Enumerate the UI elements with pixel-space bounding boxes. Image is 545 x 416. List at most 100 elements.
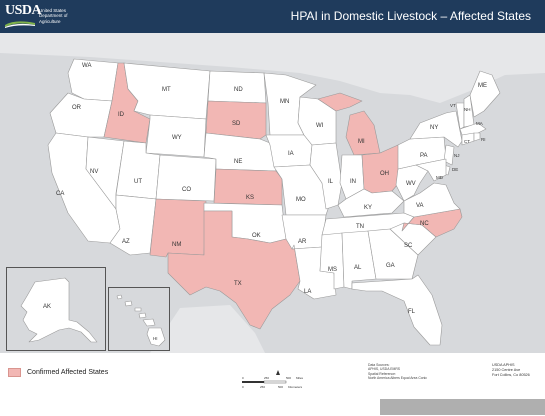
label-NC: NC — [420, 221, 429, 227]
state-WY — [145, 114, 207, 158]
label-HI: HI — [153, 336, 158, 341]
state-SD — [205, 100, 267, 140]
label-OK: OK — [252, 233, 261, 239]
state-TX — [167, 210, 301, 330]
label-ID: ID — [118, 112, 125, 118]
label-NJ: NJ — [454, 153, 460, 158]
label-MA: MA — [476, 121, 483, 126]
label-IL: IL — [328, 179, 334, 185]
scale-bar-svg: 0 250 500 Miles 0 250 500 Kilometers — [242, 370, 304, 389]
state-MA — [459, 122, 487, 136]
label-VT: VT — [450, 103, 456, 108]
scale-units-bottom: Kilometers — [288, 385, 303, 389]
label-PA: PA — [420, 153, 428, 159]
north-arrow-icon — [276, 370, 280, 375]
label-WI: WI — [316, 123, 324, 129]
data-credits: Data Sources: APHIS, USDA EMRS Spatial R… — [368, 363, 473, 380]
credit-line: Spatial Reference: — [368, 371, 396, 376]
label-SC: SC — [404, 243, 413, 249]
state-VA — [403, 182, 461, 218]
label-LA: LA — [304, 289, 311, 295]
label-NH: NH — [464, 107, 471, 112]
agency-address: USDA APHIS 2150 Centre Ave Fort Collins,… — [492, 363, 544, 377]
label-FL: FL — [408, 309, 416, 315]
label-VA: VA — [416, 203, 424, 209]
logo-subtitle-line: United States — [39, 7, 67, 13]
scale-tick-bottom-0: 0 — [242, 385, 244, 389]
scale-units-top: Miles — [296, 376, 304, 380]
logo-subtitle-line: Department of — [39, 13, 68, 19]
state-WA — [67, 58, 119, 102]
label-MD: MD — [436, 175, 444, 180]
scale-bar: 0 250 500 Miles 0 250 500 Kilometers — [238, 370, 318, 394]
scale-tick-top-0: 0 — [242, 376, 244, 380]
scale-tick-bottom-2: 500 — [278, 385, 283, 389]
label-SD: SD — [232, 121, 241, 127]
label-MI: MI — [358, 139, 365, 145]
legend: Confirmed Affected States — [8, 368, 108, 377]
label-ME: ME — [478, 83, 487, 89]
state-KS — [213, 168, 283, 206]
label-AK: AK — [43, 304, 51, 310]
credit-line: Data Sources: — [368, 363, 390, 367]
label-IA: IA — [288, 151, 294, 157]
label-NE: NE — [234, 159, 242, 165]
state-HI — [116, 294, 166, 347]
state-IL — [309, 142, 343, 210]
scale-segment — [263, 380, 287, 384]
address-line: Fort Collins, Co 80526 — [492, 372, 530, 377]
credit-line: North America Albers Equal Area Conic — [368, 375, 427, 380]
label-AR: AR — [298, 239, 307, 245]
credit-line: APHIS, USDA EMRS — [368, 367, 401, 372]
hawaii-inset: HI — [108, 287, 170, 351]
scale-tick-bottom-1: 250 — [260, 385, 265, 389]
label-CO: CO — [182, 187, 191, 193]
state-MD — [415, 158, 447, 182]
label-AZ: AZ — [122, 239, 130, 245]
us-map: WA OR CA ID NV MT WY UT AZ CO NM ND SD N… — [0, 33, 545, 353]
usda-logo-subtitle: United States Department of Agriculture — [39, 8, 79, 24]
label-DE: DE — [452, 167, 458, 172]
address-line: 2150 Centre Ave — [492, 367, 521, 372]
label-GA: GA — [386, 263, 395, 269]
label-NY: NY — [430, 125, 438, 131]
map-title: HPAI in Domestic Livestock – Affected St… — [290, 9, 531, 23]
state-RI — [473, 132, 481, 142]
legend-swatch — [8, 368, 21, 377]
scale-segment — [242, 381, 264, 383]
state-NJ — [443, 144, 455, 166]
usda-logo: USDA United States Department of Agricul… — [5, 4, 79, 28]
alaska-svg: AK — [20, 277, 98, 343]
us-states-svg: WA OR CA ID NV MT WY UT AZ CO NM ND SD N… — [0, 33, 545, 353]
label-NM: NM — [172, 242, 181, 248]
label-WV: WV — [406, 181, 416, 187]
state-ME — [469, 70, 501, 118]
header-bar: USDA United States Department of Agricul… — [0, 0, 545, 33]
state-OR — [49, 92, 113, 138]
canada-land — [0, 33, 545, 103]
label-MN: MN — [280, 99, 289, 105]
label-MO: MO — [296, 197, 306, 203]
label-TX: TX — [234, 281, 242, 287]
state-FL — [351, 274, 443, 346]
label-OH: OH — [380, 171, 389, 177]
state-AK — [20, 277, 98, 343]
label-CA: CA — [56, 191, 64, 197]
label-KS: KS — [246, 195, 254, 201]
state-NY — [409, 110, 463, 148]
label-ND: ND — [234, 87, 243, 93]
label-TN: TN — [356, 224, 364, 230]
footer: Confirmed Affected States 0 250 500 Mile… — [0, 353, 545, 416]
mexico-land — [150, 305, 265, 353]
label-CT: CT — [464, 139, 470, 144]
label-MT: MT — [162, 87, 171, 93]
usda-logo-swoosh-icon — [5, 21, 35, 28]
watermark-overlay — [380, 399, 545, 415]
logo-subtitle-line: Agriculture — [39, 18, 61, 24]
label-MS: MS — [328, 267, 337, 273]
label-NV: NV — [90, 169, 98, 175]
state-GA — [367, 228, 419, 280]
label-OR: OR — [72, 105, 82, 111]
alaska-inset: AK — [6, 267, 106, 351]
